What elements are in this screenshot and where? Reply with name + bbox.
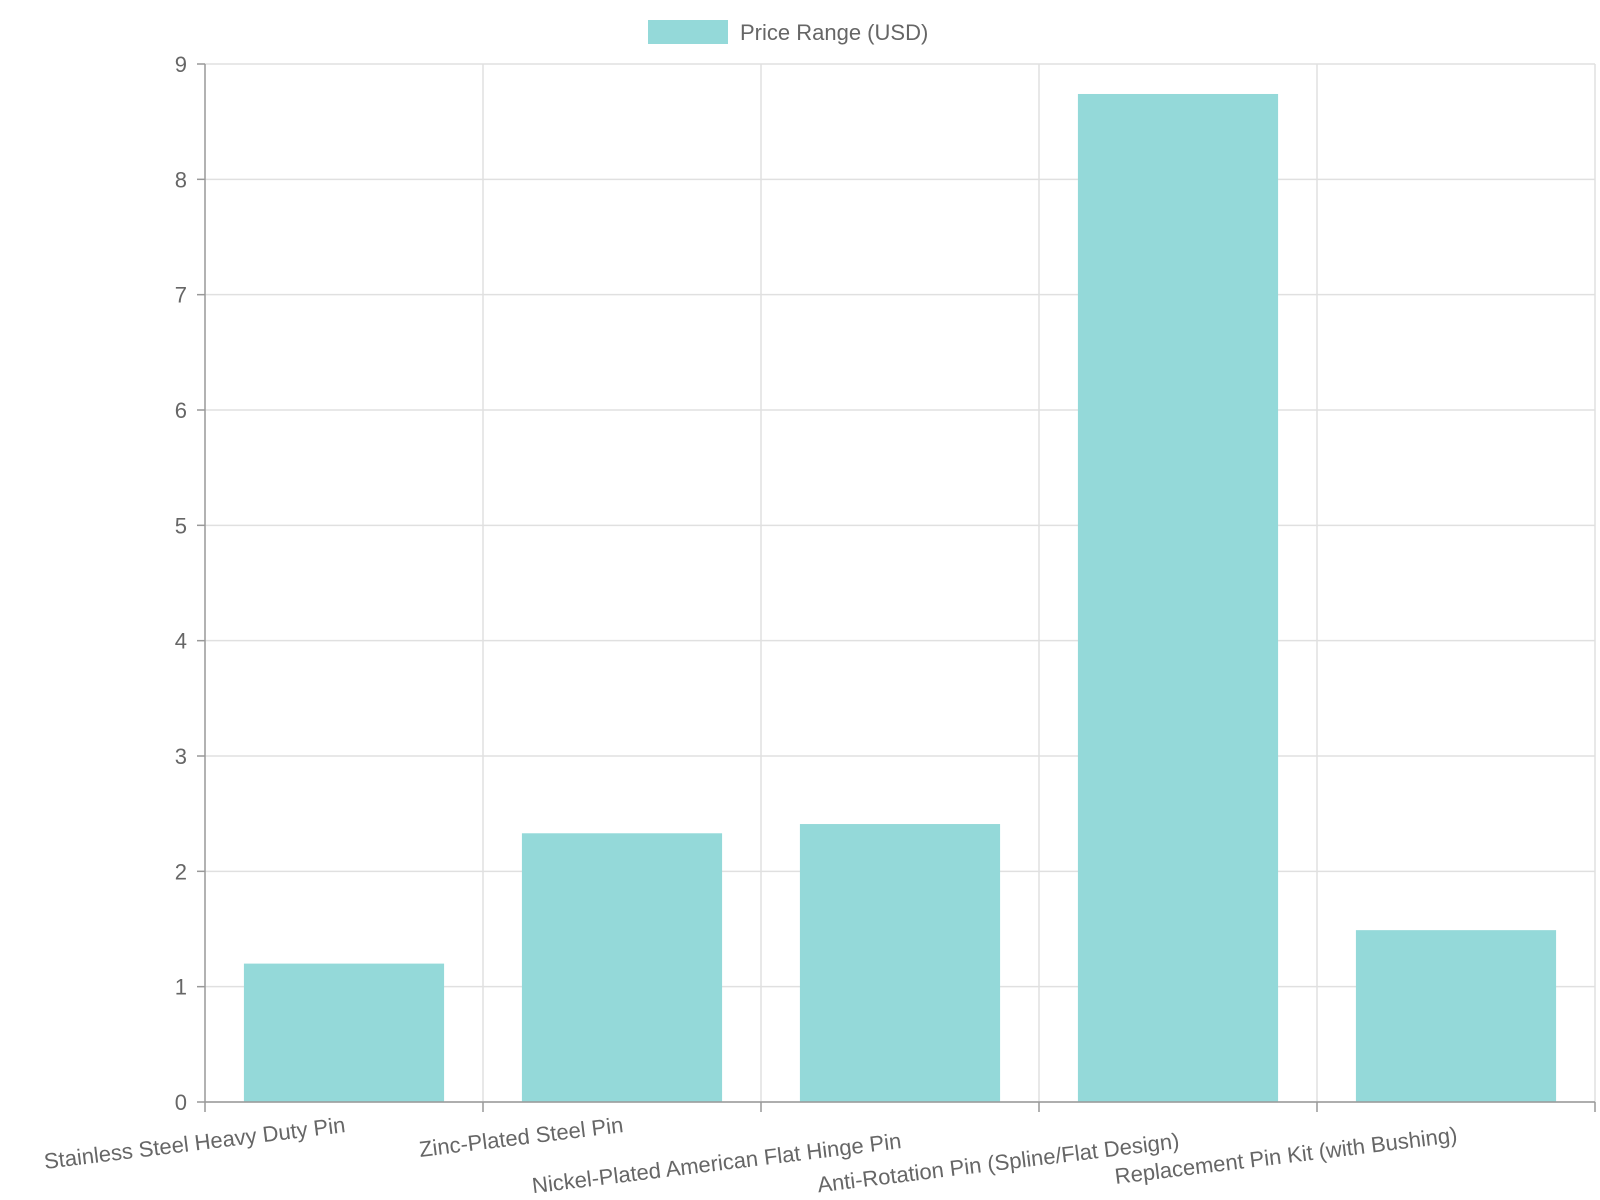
legend-label: Price Range (USD) [740,20,928,45]
x-tick-label: Zinc-Plated Steel Pin [418,1112,625,1162]
legend[interactable]: Price Range (USD) [648,20,928,45]
y-tick-label: 3 [175,744,187,769]
y-tick-label: 5 [175,513,187,538]
legend-swatch [648,20,728,44]
grid [205,63,1596,1103]
y-tick-label: 8 [175,167,187,192]
axes [197,63,1596,1112]
y-tick-label: 7 [175,283,187,308]
y-tick-label: 9 [175,52,187,77]
bars [243,93,1557,1102]
y-tick-label: 0 [175,1090,187,1115]
bar[interactable] [243,963,445,1102]
bar[interactable] [521,833,723,1102]
bar[interactable] [1355,930,1557,1102]
y-tick-labels: 0 1 2 3 4 5 6 7 8 9 [175,52,187,1115]
x-tick-label: Stainless Steel Heavy Duty Pin [43,1112,347,1174]
x-tick-labels: Stainless Steel Heavy Duty Pin Zinc-Plate… [43,1112,1459,1198]
y-tick-label: 4 [175,629,187,654]
y-tick-label: 6 [175,398,187,423]
y-tick-label: 1 [175,975,187,1000]
bar[interactable] [799,824,1001,1102]
y-tick-label: 2 [175,859,187,884]
bar[interactable] [1077,93,1279,1102]
